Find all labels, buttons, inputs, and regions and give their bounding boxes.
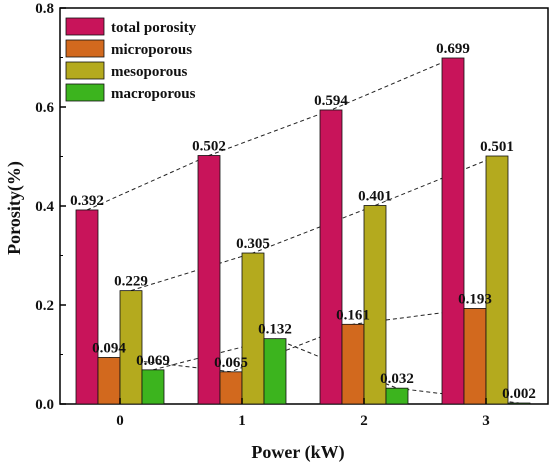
bar-mesoporous-1 [241,252,265,405]
data-label: 0.305 [236,236,270,252]
data-label: 0.161 [336,307,370,323]
bar-total-porosity-2 [319,109,343,405]
legend-swatch [65,17,105,36]
trend-line-total-porosity [86,57,454,211]
x-tick-label: 1 [238,413,246,429]
bar-microporous-0 [97,357,121,405]
data-label: 0.501 [480,139,514,155]
bar-total-porosity-0 [75,209,99,405]
bar-microporous-2 [341,323,365,405]
y-tick-label: 0.0 [35,397,54,413]
data-label: 0.229 [114,274,148,290]
data-label: 0.392 [70,193,104,209]
x-axis-title: Power (kW) [251,442,344,463]
trend-line-microporous [108,308,476,373]
y-tick-label: 0.8 [35,1,54,17]
bar-macroporous-3 [507,402,531,405]
data-label: 0.193 [458,291,492,307]
trend-line-mesoporous [130,155,498,292]
bar-macroporous-2 [385,387,409,405]
legend-entry: total porosity [111,20,197,36]
y-tick-label: 0.4 [35,199,54,215]
data-label: 0.401 [358,189,392,205]
y-tick-label: 0.6 [35,100,54,116]
bar-macroporous-1 [263,338,287,405]
legend-swatch [65,83,105,102]
x-tick-label: 2 [360,413,368,429]
x-tick-label: 3 [482,413,490,429]
bar-mesoporous-2 [363,205,387,405]
bar-total-porosity-3 [441,57,465,405]
data-label: 0.502 [192,139,226,155]
bar-microporous-3 [463,308,487,405]
data-label: 0.032 [380,371,414,387]
legend-entry: mesoporous [111,64,188,80]
x-tick-label: 0 [116,413,124,429]
data-label: 0.594 [314,93,348,109]
data-label: 0.065 [214,355,248,371]
data-label: 0.699 [436,41,470,57]
legend-swatch [65,39,105,58]
y-axis-title: Porosity(%) [4,161,25,255]
bar-total-porosity-1 [197,155,221,405]
y-tick-label: 0.2 [35,298,54,314]
data-label: 0.002 [502,386,536,402]
legend-entry: microporous [111,42,192,58]
legend-swatch [65,61,105,80]
bar-microporous-1 [219,371,243,405]
bar-mesoporous-0 [119,290,143,405]
data-label: 0.132 [258,322,292,338]
bar-mesoporous-3 [485,155,509,405]
bar-macroporous-0 [141,369,165,405]
data-label: 0.069 [136,353,170,369]
legend-entry: macroporous [111,86,196,102]
data-label: 0.094 [92,340,126,356]
